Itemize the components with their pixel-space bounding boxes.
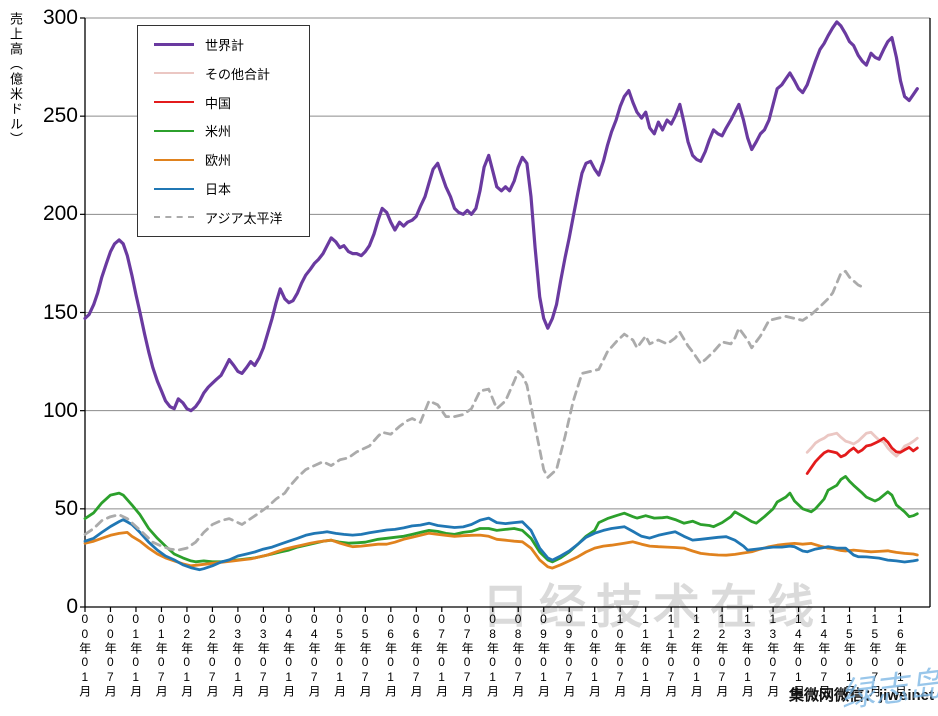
x-tick-label: 07年07月 [460,612,475,698]
x-tick-label: 15年07月 [867,612,882,698]
legend-label: アジア太平洋 [205,210,283,226]
x-tick-label: 10年01月 [587,612,602,698]
x-tick-label: 02年07月 [205,612,220,698]
legend-line-japan [154,187,194,190]
series-line-アジア太平洋 [83,269,864,552]
legend-label: 米州 [205,124,232,140]
legend-item-japan: 日本 [138,179,309,198]
x-tick-label: 12年07月 [714,612,729,698]
x-tick-label: 14年01月 [791,612,806,698]
x-tick-label: 00年01月 [77,612,92,698]
x-tick-label: 04年01月 [281,612,296,698]
x-tick-label: 07年01月 [434,612,449,698]
series-line-世界計 [83,20,919,413]
y-tick-label: 250 [42,104,78,128]
legend-line-asia-pacific [154,216,194,219]
source-caption: 集微网微信：jiweinet [789,687,935,704]
x-tick-label: 13年07月 [765,612,780,698]
x-tick-label: 12年01月 [689,612,704,698]
legend-label: 欧州 [205,153,232,169]
x-tick-label: 08年01月 [485,612,500,698]
series-line-米州 [83,474,919,564]
legend-label: 世界計 [205,37,245,53]
legend-item-europe: 欧州 [138,150,309,169]
y-tick-label: 100 [42,398,78,422]
y-tick-label: 200 [42,202,78,226]
x-tick-label: 11年07月 [663,612,678,698]
x-tick-label: 09年07月 [562,612,576,698]
legend: 世界計 その他合計 中国 米州 欧州 日本 アジア太平洋 [137,25,310,237]
legend-label: 日本 [205,182,232,198]
x-tick-label: 16年01月 [893,612,908,698]
legend-line-europe [154,158,194,161]
x-tick-label: 05年07月 [358,612,373,698]
legend-line-others-total [154,72,194,75]
series-line-欧州 [83,531,919,570]
x-tick-label: 05年01月 [332,612,347,698]
x-tick-label: 01年01月 [128,612,143,698]
legend-item-americas: 米州 [138,121,309,140]
x-tick-label: 14年07月 [816,612,831,698]
legend-line-world-total [154,42,194,46]
y-tick-label: 50 [54,496,78,520]
y-axis-title: 売上高（億米ドル） [8,12,23,147]
x-tick-label: 06年07月 [409,612,424,698]
y-tick-label: 150 [42,300,78,324]
legend-line-americas [154,129,194,132]
x-tick-label: 11年01月 [638,612,653,698]
x-tick-label: 02年01月 [179,612,194,698]
y-tick-label: 0 [66,595,78,618]
legend-item-world-total: 世界計 [138,35,309,54]
series-line-中国 [805,436,919,475]
x-tick-label: 03年01月 [230,612,245,698]
series-line-日本 [83,516,919,572]
x-tick-label: 04年07月 [307,612,322,698]
x-tick-label: 00年07月 [103,612,118,698]
x-tick-label: 10年07月 [612,612,627,698]
x-tick-label: 06年01月 [383,612,398,698]
y-tick-label: 300 [42,6,78,29]
x-tick-label: 13年01月 [740,612,755,698]
x-tick-label: 03年07月 [256,612,271,698]
x-tick-label: 15年01月 [842,612,857,698]
x-tick-label: 01年07月 [154,612,169,698]
legend-label: その他合計 [205,66,271,82]
legend-line-china [154,101,194,104]
legend-label: 中国 [205,95,232,111]
legend-item-asia-pacific: アジア太平洋 [138,208,309,227]
x-tick-label: 09年01月 [536,612,551,698]
x-tick-label: 08年07月 [511,612,526,698]
legend-item-others-total: その他合計 [138,64,309,83]
legend-item-china: 中国 [138,93,309,112]
